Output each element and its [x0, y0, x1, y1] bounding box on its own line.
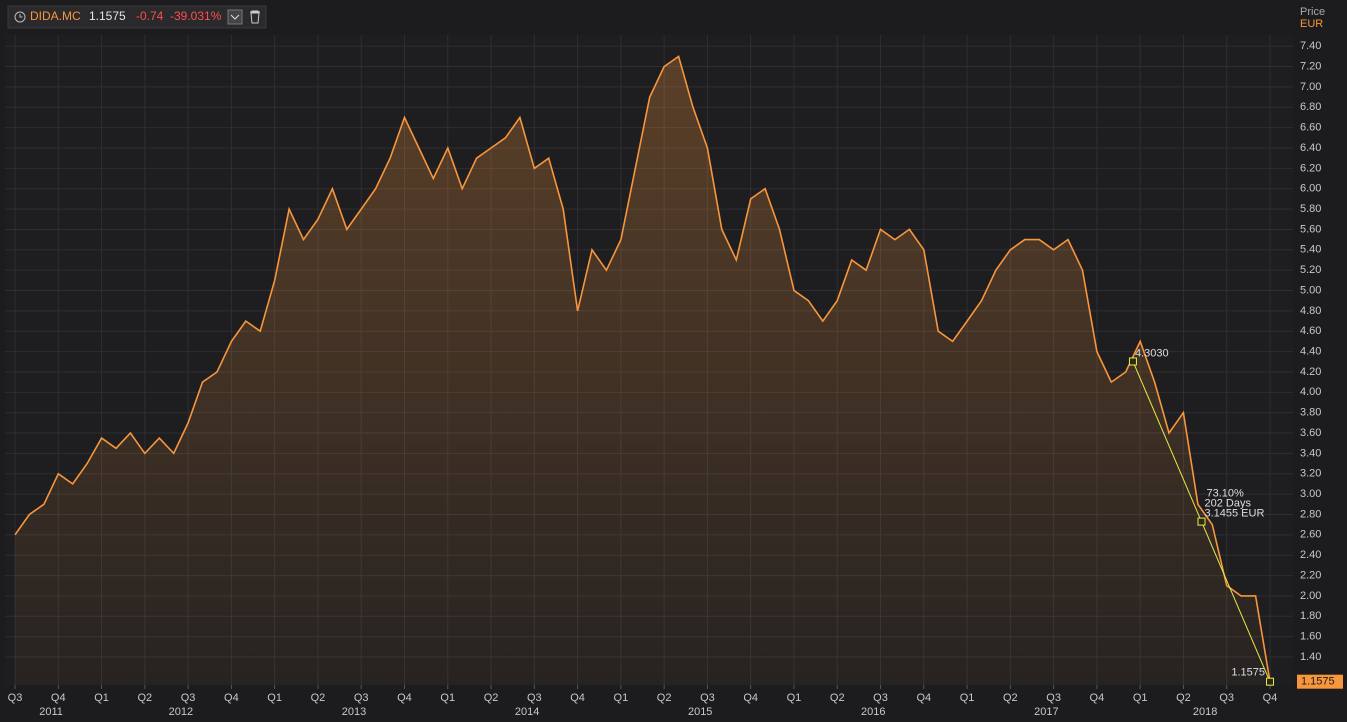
- y-tick-label: 2.20: [1300, 569, 1321, 581]
- x-tick-label: Q2: [657, 692, 672, 704]
- x-tick-label: Q3: [181, 692, 196, 704]
- year-label: 2015: [688, 706, 712, 718]
- change: -0.74: [136, 9, 164, 23]
- y-tick-label: 5.60: [1300, 223, 1321, 235]
- y-tick-label: 7.00: [1300, 81, 1321, 93]
- x-tick-label: Q3: [873, 692, 888, 704]
- y-tick-label: 5.20: [1300, 264, 1321, 276]
- axis-unit: EUR: [1300, 18, 1323, 30]
- x-tick-label: Q4: [51, 692, 66, 704]
- x-tick-label: Q2: [137, 692, 152, 704]
- x-tick-label: Q1: [267, 692, 282, 704]
- dropdown-icon: [230, 14, 240, 20]
- x-tick-label: Q3: [354, 692, 369, 704]
- trend-pct: 73.10%: [1206, 488, 1244, 500]
- year-label: 2013: [342, 706, 366, 718]
- y-tick-label: 4.60: [1300, 325, 1321, 337]
- price-line: [14, 55, 1271, 682]
- y-tick-label: 3.00: [1300, 488, 1321, 500]
- y-tick-label: 6.00: [1300, 183, 1321, 195]
- y-tick-label: 1.60: [1300, 631, 1321, 643]
- y-tick-label: 7.40: [1300, 40, 1321, 52]
- trend-handle: [1197, 517, 1206, 526]
- x-tick-label: Q4: [1263, 692, 1278, 704]
- y-tick-label: 3.20: [1300, 468, 1321, 480]
- y-tick-label: 2.60: [1300, 529, 1321, 541]
- y-tick-label: 7.20: [1300, 60, 1321, 72]
- axis-title: Price: [1300, 6, 1325, 18]
- x-tick-label: Q2: [1003, 692, 1018, 704]
- y-tick-label: 2.40: [1300, 549, 1321, 561]
- y-tick-label: 4.00: [1300, 386, 1321, 398]
- x-tick-label: Q4: [916, 692, 931, 704]
- x-tick-label: Q4: [224, 692, 239, 704]
- x-tick-label: Q1: [787, 692, 802, 704]
- y-tick-label: 1.80: [1300, 610, 1321, 622]
- x-tick-label: Q4: [570, 692, 585, 704]
- x-tick-label: Q1: [440, 692, 455, 704]
- plot: [14, 55, 1271, 685]
- y-tick-label: 3.40: [1300, 447, 1321, 459]
- trend-handle: [1266, 677, 1274, 686]
- y-tick-label: 1.40: [1300, 651, 1321, 663]
- y-tick-label: 4.20: [1300, 366, 1321, 378]
- clock-hand: [19, 14, 23, 18]
- area: [15, 56, 1270, 685]
- x-tick-label: Q4: [1090, 692, 1105, 704]
- x-tick-label: Q2: [1176, 692, 1191, 704]
- x-tick-label: Q1: [94, 692, 109, 704]
- last-price-box: [1297, 674, 1343, 689]
- trend-change: 3.1455 EUR: [1204, 508, 1264, 520]
- trend-handle: [1128, 357, 1137, 366]
- toolbar: [7, 5, 267, 29]
- x-tick-label: Q3: [8, 692, 23, 704]
- trend-start-label: 4.3030: [1135, 347, 1169, 359]
- last-price: 1.1575: [89, 9, 126, 23]
- y-tick-label: 6.20: [1300, 162, 1321, 174]
- x-tick-label: Q2: [484, 692, 499, 704]
- x-tick-label: Q1: [960, 692, 975, 704]
- x-tick-label: Q1: [614, 692, 629, 704]
- y-tick-label: 4.80: [1300, 305, 1321, 317]
- x-tick-label: Q1: [1133, 692, 1148, 704]
- y-tick-label: 5.80: [1300, 203, 1321, 215]
- year-label: 2016: [861, 706, 885, 718]
- y-tick-label: 5.40: [1300, 244, 1321, 256]
- y-tick-label: 3.60: [1300, 427, 1321, 439]
- y-tick-label: 6.80: [1300, 101, 1321, 113]
- y-tick-label: 4.40: [1300, 346, 1321, 358]
- y-tick-label: 6.40: [1300, 142, 1321, 154]
- year-label: 2012: [169, 706, 193, 718]
- x-tick-label: Q3: [700, 692, 715, 704]
- y-tick-label: 5.00: [1300, 284, 1321, 296]
- x-tick-label: Q3: [1219, 692, 1234, 704]
- year-label: 2017: [1034, 706, 1058, 718]
- year-label: 2018: [1193, 706, 1217, 718]
- dropdown-button[interactable]: [227, 9, 243, 25]
- trend-end-label: 1.1575: [1231, 667, 1265, 679]
- x-tick-label: Q4: [743, 692, 758, 704]
- year-label: 2011: [39, 706, 63, 718]
- trend-days: 202 Days: [1204, 498, 1251, 510]
- x-tick-label: Q2: [311, 692, 326, 704]
- clock-icon: [14, 11, 26, 23]
- y-tick-label: 2.00: [1300, 590, 1321, 602]
- x-tick-label: Q3: [527, 692, 542, 704]
- x-tick-label: Q4: [397, 692, 412, 704]
- last-price-label: 1.1575: [1301, 676, 1335, 688]
- y-tick-label: 2.80: [1300, 508, 1321, 520]
- y-tick-label: 6.60: [1300, 122, 1321, 134]
- year-label: 2014: [515, 706, 539, 718]
- y-tick-label: 3.80: [1300, 407, 1321, 419]
- x-tick-label: Q2: [830, 692, 845, 704]
- change-pct: -39.031%: [170, 9, 222, 23]
- symbol: DIDA.MC: [30, 9, 81, 23]
- x-tick-label: Q3: [1046, 692, 1061, 704]
- delete-button[interactable]: [250, 10, 260, 24]
